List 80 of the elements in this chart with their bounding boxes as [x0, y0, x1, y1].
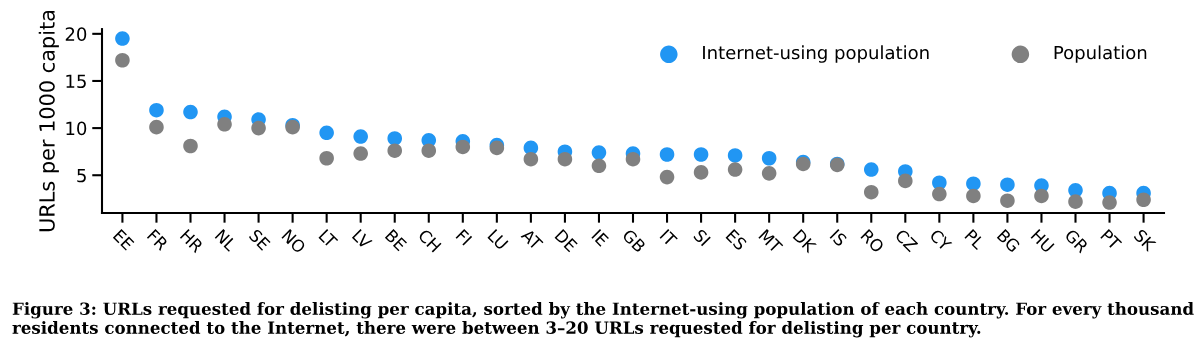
y-tick-label: 20: [65, 27, 87, 41]
point: [863, 184, 879, 200]
point: [557, 151, 573, 167]
x-tick-label: FR: [146, 229, 169, 252]
x-tick-label: AT: [520, 227, 544, 251]
x-tick-label: DE: [554, 229, 578, 253]
x-tick-label: HU: [1030, 229, 1055, 254]
x-tick-label: CH: [417, 228, 442, 253]
point: [659, 147, 675, 162]
y-tick-label: 15: [66, 74, 86, 89]
legend-label: Population: [1054, 45, 1147, 63]
x-tick-label: NL: [214, 229, 238, 252]
x-tick-label: CY: [928, 228, 953, 252]
x-tick-label: MT: [758, 229, 784, 254]
point: [183, 104, 198, 120]
y-axis-title: URLs per 1000 capita: [38, 11, 59, 232]
point: [115, 52, 130, 68]
point: [455, 139, 471, 155]
point: [591, 145, 607, 160]
point: [421, 143, 437, 159]
y-tick-label: 10: [66, 121, 87, 136]
y-tick-label: 5: [77, 168, 86, 183]
point: [251, 120, 266, 136]
point: [1136, 192, 1151, 208]
x-tick-label: FI: [455, 229, 473, 246]
point: [1102, 195, 1117, 210]
x-tick-label: IS: [829, 228, 848, 247]
x-tick-label: EE: [112, 229, 135, 251]
x-tick-label: ES: [725, 228, 748, 251]
point: [761, 166, 777, 181]
point: [727, 148, 743, 163]
x-tick-label: GB: [621, 228, 647, 254]
point: [319, 125, 334, 141]
point: [149, 119, 164, 135]
point: [693, 147, 709, 162]
legend-label: Internet-using population: [703, 45, 929, 63]
point: [625, 151, 641, 167]
point: [1068, 194, 1083, 209]
point: [932, 186, 947, 202]
point: [591, 158, 607, 174]
x-tick-label: SE: [248, 228, 271, 251]
x-tick-label: BE: [384, 229, 408, 252]
x-tick-label: LV: [351, 229, 373, 250]
point: [183, 138, 198, 154]
x-tick-label: DK: [792, 229, 818, 254]
point: [761, 150, 777, 166]
x-tick-label: IE: [591, 229, 610, 247]
x-tick-label: IT: [659, 229, 678, 248]
point: [966, 188, 981, 204]
point: [353, 129, 368, 144]
x-tick-label: HR: [179, 229, 205, 254]
x-tick-label: PT: [1100, 229, 1123, 251]
x-tick-label: PL: [964, 229, 986, 251]
x-tick-label: GR: [1064, 228, 1090, 254]
point: [693, 165, 709, 180]
x-tick-label: LT: [318, 229, 339, 249]
point: [863, 162, 879, 177]
x-tick-label: BG: [996, 228, 1021, 253]
point: [1000, 177, 1015, 192]
point: [727, 162, 743, 177]
point: [1034, 188, 1049, 204]
x-tick-label: RO: [860, 228, 885, 254]
point: [387, 143, 403, 159]
point: [898, 173, 913, 189]
point: [523, 151, 539, 167]
point: [1000, 193, 1015, 208]
point: [319, 150, 334, 166]
point: [149, 102, 164, 118]
point: [966, 176, 981, 191]
x-tick-label: CZ: [894, 228, 919, 253]
point: [353, 146, 368, 161]
point: [659, 169, 675, 185]
x-tick-label: SK: [1133, 228, 1157, 253]
point: [115, 31, 130, 46]
caption: Figure 3: URLs requested for delisting per capita, sorted by the Internet-using population of each country. For every thousand residents connected to the Internet, there were between 3–20 URLs requested for delisting per country.: [12, 302, 1194, 338]
x-tick-label: NO: [281, 228, 307, 255]
point: [217, 117, 232, 132]
point: [387, 131, 403, 146]
x-tick-label: LU: [487, 229, 509, 251]
x-tick-label: SI: [692, 228, 711, 247]
